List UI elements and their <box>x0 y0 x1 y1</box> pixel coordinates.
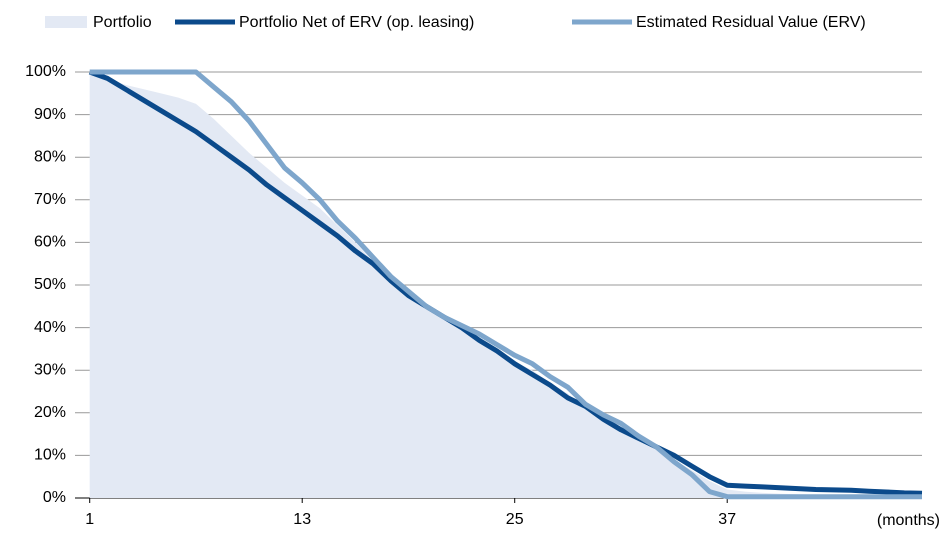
line <box>89 69 922 500</box>
y-tick-label: 20% <box>34 404 66 421</box>
y-tick-label: 100% <box>25 63 66 80</box>
x-tick-label: 13 <box>293 511 311 528</box>
y-tick-label: 60% <box>34 234 66 251</box>
y-tick-label: 90% <box>34 106 66 123</box>
y-tick-label: 80% <box>34 148 66 165</box>
legend-label: Portfolio <box>93 14 152 31</box>
x-axis-label: (months) <box>877 512 940 529</box>
area <box>89 72 922 498</box>
x-tick-label: 25 <box>506 511 524 528</box>
line <box>88 69 923 496</box>
y-tick-label: 40% <box>34 319 66 336</box>
legend-swatch <box>45 16 87 28</box>
legend-label: Portfolio Net of ERV (op. leasing) <box>239 14 474 31</box>
y-tick-label: 50% <box>34 276 66 293</box>
legend-label: Estimated Residual Value (ERV) <box>636 14 866 31</box>
y-tick-label: 30% <box>34 361 66 378</box>
x-tick-label: 37 <box>718 511 736 528</box>
y-tick-label: 10% <box>34 447 66 464</box>
y-tick-label: 0% <box>43 489 66 506</box>
x-tick-label: 1 <box>85 511 94 528</box>
y-tick-label: 70% <box>34 191 66 208</box>
